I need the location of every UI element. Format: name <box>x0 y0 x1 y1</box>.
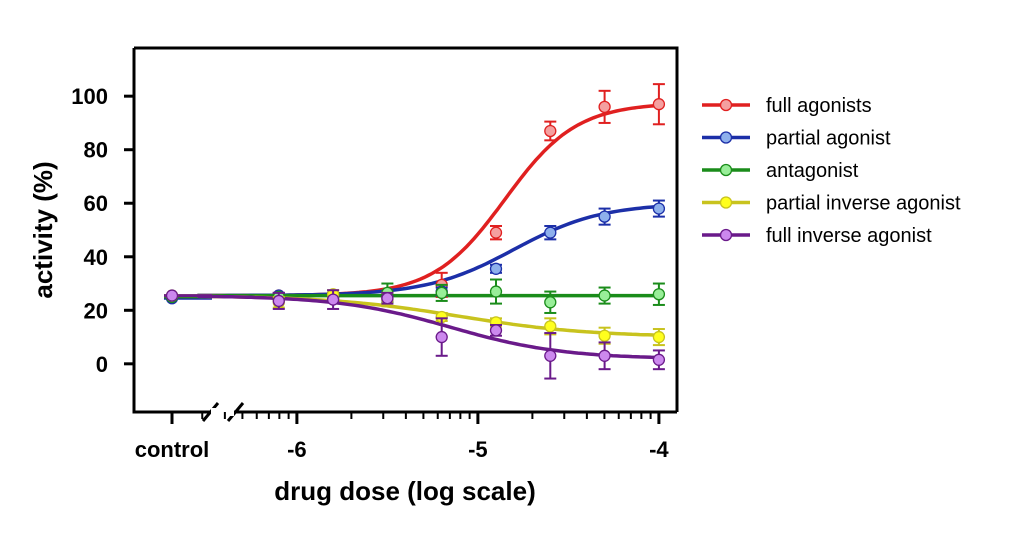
data-point <box>544 349 557 362</box>
fit-curves <box>164 103 660 360</box>
plot-frame <box>132 46 679 414</box>
data-point <box>544 226 557 239</box>
data-point <box>598 329 611 342</box>
fit-curve-partial-agonist <box>197 204 660 298</box>
data-point <box>544 320 557 333</box>
y-tick-label: 0 <box>96 352 108 377</box>
legend-label: partial agonist <box>766 128 891 150</box>
series-points <box>165 289 666 380</box>
data-point <box>435 286 448 300</box>
data-point <box>598 210 611 223</box>
data-point <box>381 292 394 305</box>
legend-label: partial inverse agonist <box>766 193 961 215</box>
data-point <box>435 330 448 344</box>
legend: full agonists partial agonist antagonist pa… <box>702 95 961 247</box>
legend-swatch-marker <box>719 131 733 144</box>
x-tick-label: -6 <box>287 437 307 462</box>
axis-ticks <box>124 94 661 424</box>
data-point <box>598 289 611 302</box>
legend-label: full agonists <box>766 95 872 117</box>
legend-swatch-marker <box>719 98 733 112</box>
data-point <box>544 124 557 138</box>
data-point <box>326 293 340 306</box>
data-point <box>598 349 611 362</box>
legend-label: antagonist <box>766 160 859 182</box>
data-point <box>652 288 666 301</box>
data-point <box>652 353 666 366</box>
x-tick-label: -4 <box>649 437 669 462</box>
fit-curve-partial-inverse-agonist <box>197 294 659 337</box>
y-tick-label: 40 <box>84 245 108 270</box>
series-points <box>165 83 666 304</box>
control-tick-label: control <box>135 437 210 462</box>
data-point <box>489 226 503 239</box>
control-point <box>165 289 179 302</box>
y-tick-label: 60 <box>84 191 108 216</box>
fit-curve-full-inverse-agonist <box>197 294 659 360</box>
y-tick-label: 80 <box>84 138 108 163</box>
legend-label: full inverse agonist <box>766 225 932 247</box>
data-points <box>165 83 666 380</box>
fit-curve-full-agonists <box>197 103 660 298</box>
legend-swatch-marker <box>719 196 733 209</box>
axis-break-gap <box>211 408 234 416</box>
data-point <box>652 98 666 111</box>
data-point <box>489 285 503 298</box>
y-tick-label: 100 <box>71 84 108 109</box>
data-point <box>544 296 557 309</box>
data-point <box>598 100 611 114</box>
data-point <box>489 324 503 337</box>
y-axis-title: activity (%) <box>28 161 58 298</box>
axis-break-mark <box>226 402 245 422</box>
y-tick-label: 20 <box>84 298 108 323</box>
axis-break-mark <box>201 402 220 422</box>
tick-labels: 0 20 40 60 80 100 -6 -5 -4 control <box>71 84 669 462</box>
legend-swatch-marker <box>719 163 733 177</box>
data-point <box>272 294 285 308</box>
x-axis-title: drug dose (log scale) <box>274 476 536 506</box>
data-point <box>652 330 666 344</box>
legend-swatch-marker <box>719 228 733 242</box>
x-tick-label: -5 <box>468 437 488 462</box>
data-point <box>652 202 666 215</box>
data-point <box>489 262 503 275</box>
